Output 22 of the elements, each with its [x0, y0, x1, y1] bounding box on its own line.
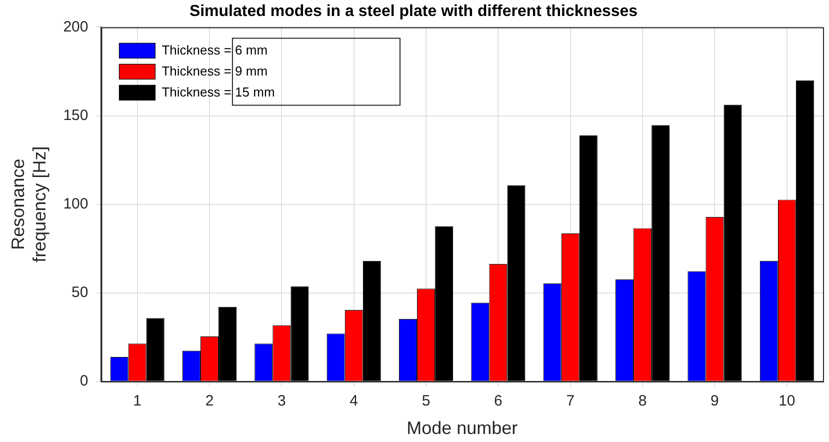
x-tick-label: 9	[710, 392, 719, 410]
x-tick-label: 1	[133, 392, 142, 410]
y-tick-label: 150	[63, 106, 88, 124]
x-tick-label: 2	[205, 392, 214, 410]
x-tick-label: 10	[778, 392, 796, 410]
x-tick-label: 6	[494, 392, 502, 410]
y-tick-label: 50	[72, 284, 88, 301]
x-tick-label: 4	[350, 392, 358, 410]
y-tick-label: 200	[63, 18, 88, 36]
chart-title: Simulated modes in a steel plate with different thicknesses	[189, 3, 638, 20]
legend-label: Thickness = 6 mm	[162, 42, 268, 58]
x-axis-title: Mode number	[406, 418, 518, 438]
y-axis-title: Resonance frequency [Hz]	[8, 146, 50, 262]
bar	[435, 226, 454, 381]
y-tick-label: 0	[80, 372, 88, 390]
x-tick-label: 8	[638, 392, 647, 410]
y-tick-label: 100	[63, 195, 88, 212]
legend-label: Thickness = 9 mm	[162, 63, 268, 78]
x-tick-label: 3	[278, 392, 286, 410]
x-tick-label: 7	[566, 392, 575, 410]
x-tick-label: 5	[422, 392, 430, 410]
legend-label: Thickness = 15 mm	[162, 84, 275, 100]
